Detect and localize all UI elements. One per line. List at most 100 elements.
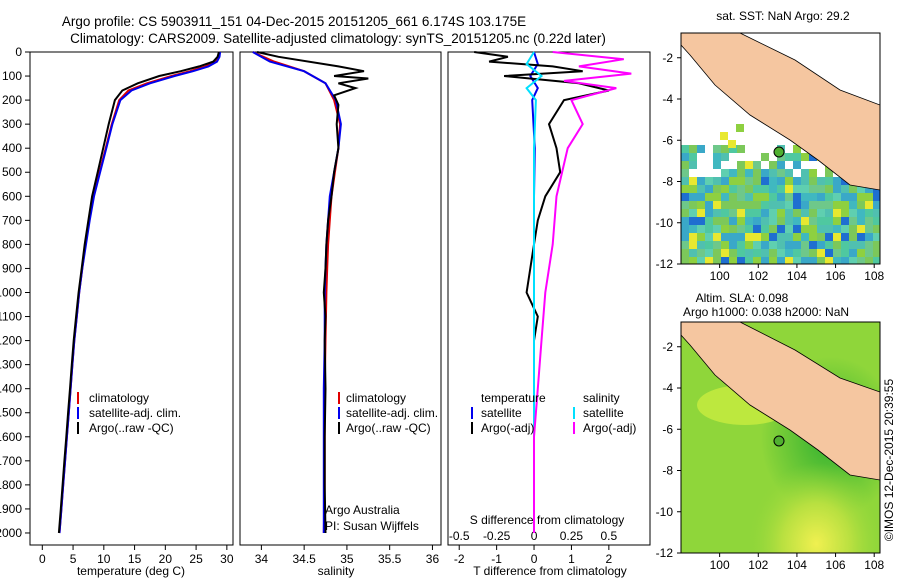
x-tick-label: 34.5 (292, 552, 316, 566)
sst-cell (785, 249, 793, 257)
sst-cell (785, 241, 793, 249)
legend-swatch-argo (77, 422, 79, 434)
sst-cell (793, 161, 801, 169)
sla-map-title: Altim. SLA: 0.098 (696, 291, 789, 305)
sst-cell (713, 193, 721, 201)
sst-cell (697, 257, 705, 264)
sst-cell (721, 257, 729, 264)
sst-cell (801, 233, 809, 241)
sst-cell (833, 249, 841, 257)
sst-cell (737, 201, 745, 209)
y-tick-label: 1100 (0, 310, 22, 324)
sst-cell (713, 225, 721, 233)
sst-cell (697, 185, 705, 193)
sla-map-panel: Altim. SLA: 0.098 Argo h1000: 0.038 h200… (656, 291, 885, 572)
t-difference-label: T difference from climatology (473, 564, 627, 578)
sst-cell (849, 185, 857, 193)
sst-cell (857, 217, 865, 225)
y-tick-label: 100 (2, 69, 22, 83)
y-tick-label: 700 (2, 213, 22, 227)
figure-title-line1: Argo profile: CS 5903911_151 04-Dec-2015… (62, 14, 526, 29)
sst-cell (865, 249, 873, 257)
s-tick-label: 0.5 (601, 529, 618, 543)
sst-cell (745, 169, 753, 177)
sst-cell (785, 169, 793, 177)
sst-cell (793, 177, 801, 185)
sst-cell (841, 201, 849, 209)
sst-cell (809, 153, 817, 161)
sst-cell (841, 217, 849, 225)
depth-axis: 0 100 200 300 400 500 600 700 800 900 1000 1100 1200… (0, 45, 30, 540)
sst-cell (825, 233, 833, 241)
x-tick-label: 30 (220, 552, 234, 566)
sst-cell (761, 153, 769, 161)
map-x-tick-label: 100 (710, 558, 730, 572)
sst-cell (849, 217, 857, 225)
sst-cell (689, 249, 697, 257)
temperature-x-label: temperature (deg C) (77, 564, 185, 578)
sst-cell (825, 169, 833, 177)
sst-cell (681, 161, 689, 169)
sst-cell (801, 201, 809, 209)
difference-series (474, 51, 632, 533)
sst-cell (857, 241, 865, 249)
sst-cell (809, 185, 817, 193)
sst-cell (777, 257, 785, 264)
sst-cell (777, 249, 785, 257)
sst-cell (785, 233, 793, 241)
sst-cell (825, 185, 833, 193)
y-tick-label: 1900 (0, 502, 22, 516)
sst-cell (817, 217, 825, 225)
sst-cell (849, 225, 857, 233)
sst-cell (809, 257, 817, 264)
sst-cell (761, 225, 769, 233)
x-tick-label: 36 (426, 552, 440, 566)
sst-grid-cells (681, 108, 880, 264)
sst-cell (697, 193, 705, 201)
sst-cell (681, 201, 689, 209)
sst-cell (777, 225, 785, 233)
sst-cell (849, 193, 857, 201)
sst-cell (865, 209, 873, 217)
sst-cell (801, 257, 809, 264)
sst-cell (849, 209, 857, 217)
sst-cell (833, 185, 841, 193)
x-tick-label: 15 (128, 552, 142, 566)
series-line-argo (57, 51, 220, 534)
sst-cell (777, 217, 785, 225)
sst-cell (769, 241, 777, 249)
map-x-tick-label: 102 (748, 269, 768, 283)
sst-cell (769, 169, 777, 177)
sst-cell (769, 177, 777, 185)
legend-label-climatology: climatology (89, 391, 149, 405)
sst-cell (769, 185, 777, 193)
map-x-tick-label: 106 (826, 558, 846, 572)
sst-cell (841, 233, 849, 241)
sst-cell (753, 177, 761, 185)
sst-cell (713, 209, 721, 217)
sst-cell (737, 161, 745, 169)
sst-cell (777, 241, 785, 249)
sst-cell (736, 124, 744, 132)
sst-cell (681, 249, 689, 257)
sst-cell (793, 225, 801, 233)
sst-cell (785, 225, 793, 233)
sst-cell (745, 193, 753, 201)
x-tick-label: 35 (340, 552, 354, 566)
sst-cell (753, 193, 761, 201)
sst-cell (849, 249, 857, 257)
y-tick-label: 1300 (0, 358, 22, 372)
sst-cell (761, 209, 769, 217)
sst-cell (817, 209, 825, 217)
map-y-tick-label: -8 (662, 464, 673, 478)
sst-cell (801, 169, 809, 177)
sst-cell (841, 257, 849, 264)
legend-label-argo: Argo(..raw -QC) (346, 421, 431, 435)
sst-cell (737, 169, 745, 177)
sst-cell (809, 241, 817, 249)
sst-cell (728, 140, 736, 148)
sst-cell (721, 169, 729, 177)
y-tick-label: 300 (2, 117, 22, 131)
sst-cell (697, 241, 705, 249)
y-tick-label: 2000 (0, 526, 22, 540)
